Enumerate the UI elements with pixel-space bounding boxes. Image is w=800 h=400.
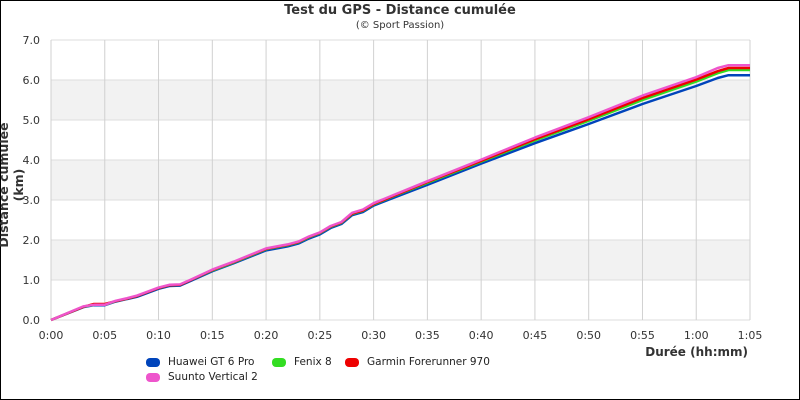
- x-tick-label: 0:15: [200, 329, 225, 342]
- legend-label: Huawei GT 6 Pro: [168, 356, 255, 368]
- x-tick-label: 0:30: [361, 329, 386, 342]
- chart-subtitle: (© Sport Passion): [355, 20, 445, 31]
- x-tick-label: 0:10: [146, 329, 171, 342]
- x-tick-label: 0:45: [523, 329, 548, 342]
- x-tick-label: 1:05: [738, 329, 763, 342]
- x-tick-label: 0:35: [415, 329, 440, 342]
- legend-label: Suunto Vertical 2: [168, 371, 258, 383]
- x-tick-label: 0:20: [254, 329, 279, 342]
- x-tick-label: 0:40: [469, 329, 494, 342]
- x-tick-label: 0:55: [630, 329, 655, 342]
- y-tick-label: 6.0: [23, 74, 41, 87]
- legend-label: Garmin Forerunner 970: [367, 356, 490, 368]
- legend-swatch-icon: [272, 357, 286, 367]
- legend-item-huawei[interactable]: Huawei GT 6 Pro: [146, 356, 254, 368]
- y-tick-label: 2.0: [23, 234, 41, 247]
- legend-label: Fenix 8: [294, 356, 332, 368]
- x-axis-label: Durée (hh:mm): [645, 345, 748, 359]
- legend-swatch-icon: [345, 357, 359, 367]
- grid-bands: [51, 80, 750, 280]
- legend-item-fenix[interactable]: Fenix 8: [272, 356, 332, 368]
- legend-item-garmin[interactable]: Garmin Forerunner 970: [345, 356, 490, 368]
- series-lines: [50, 63, 750, 322]
- x-tick-label: 0:50: [576, 329, 601, 342]
- y-tick-label: 7.0: [23, 34, 41, 47]
- y-tick-label: 4.0: [23, 154, 41, 167]
- y-tick-label: 1.0: [23, 274, 41, 287]
- y-tick-label: 0.0: [23, 314, 41, 327]
- x-tick-label: 0:25: [307, 329, 332, 342]
- legend-swatch-icon: [146, 357, 160, 367]
- x-axis-ticks: 0:00 0:05 0:10 0:15 0:20 0:25 0:30 0:35 0:40 0:45…: [39, 329, 763, 342]
- x-tick-label: 1:00: [684, 329, 709, 342]
- y-tick-label: 3.0: [23, 194, 41, 207]
- chart-title: Test du GPS - Distance cumulée: [284, 3, 516, 18]
- x-tick-label: 0:05: [92, 329, 117, 342]
- legend-swatch-icon: [146, 372, 160, 382]
- grid-lines: [50, 39, 751, 321]
- x-tick-label: 0:00: [39, 329, 64, 342]
- legend-item-suunto[interactable]: Suunto Vertical 2: [146, 371, 258, 383]
- y-tick-label: 5.0: [23, 114, 41, 127]
- y-axis-ticks: 0.0 1.0 2.0 3.0 4.0 5.0 6.0 7.0: [23, 34, 41, 327]
- series-line: [50, 63, 750, 322]
